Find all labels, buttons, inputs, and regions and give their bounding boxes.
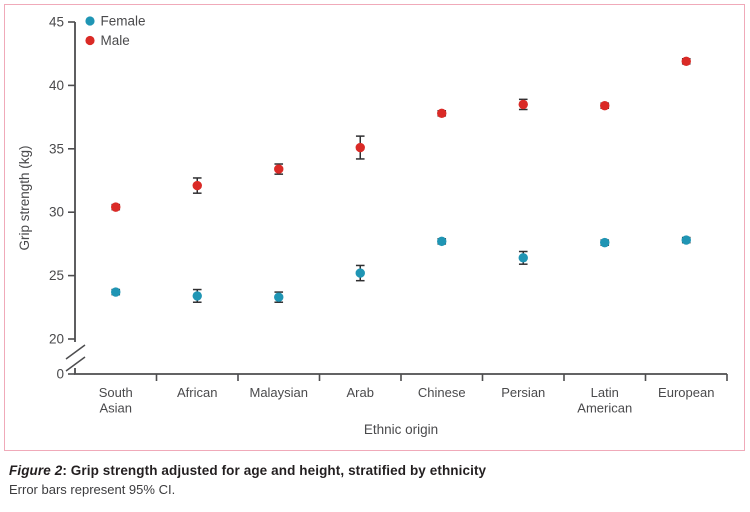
legend-dot-male (85, 35, 95, 46)
y-axis-break-mark (65, 344, 86, 360)
y-tick-label-20: 20 (49, 332, 64, 347)
data-point-male-malaysian (274, 164, 284, 174)
figure-caption-label: Figure 2 (9, 463, 63, 478)
data-point-male-african (192, 180, 202, 191)
x-category-label-chinese: Chinese (418, 385, 466, 400)
figure-caption: Figure 2: Grip strength adjusted for age… (9, 462, 729, 499)
figure-caption-note: Error bars represent 95% CI. (9, 481, 176, 497)
x-category-label-european: European (658, 385, 714, 400)
data-point-male-arab (355, 142, 365, 153)
legend (85, 16, 95, 46)
data-point-female-african (192, 291, 202, 301)
y-axis-title: Grip strength (kg) (17, 145, 32, 250)
y-axis-break-mark (65, 356, 86, 372)
data-point-male-chinese (437, 108, 447, 118)
x-category-label-south-asian: South (99, 385, 133, 400)
x-category-label-persian: Persian (501, 385, 545, 400)
y-tick-label-25: 25 (49, 268, 64, 283)
figure-caption-title-line: Figure 2: Grip strength adjusted for age… (9, 462, 729, 480)
data-point-female-chinese (437, 236, 447, 247)
data-point-female-malaysian (274, 292, 284, 302)
data-point-male-european (681, 56, 691, 67)
axis-lines (74, 22, 727, 375)
x-category-label-malaysian: Malaysian (249, 385, 308, 400)
y-tick-label-0: 0 (56, 367, 64, 382)
data-point-female-latin-american (600, 237, 610, 248)
x-category-label-african: African (177, 385, 217, 400)
x-category-label-arab: Arab (347, 385, 374, 400)
data-point-female-south-asian (111, 287, 121, 297)
y-tick-label-30: 30 (49, 205, 64, 220)
data-point-male-south-asian (111, 202, 121, 212)
x-category-label-latin-american: American (577, 401, 632, 416)
data-point-female-persian (518, 253, 528, 263)
x-category-label-south-asian: Asian (99, 401, 132, 416)
data-point-male-latin-american (600, 100, 610, 111)
data-point-male-persian (518, 99, 528, 110)
data-point-female-arab (355, 268, 365, 278)
y-tick-label-40: 40 (49, 78, 64, 93)
x-category-label-latin-american: Latin (591, 385, 619, 400)
y-tick-label-45: 45 (49, 15, 64, 30)
y-tick-label-35: 35 (49, 141, 64, 156)
legend-label-male: Male (101, 33, 130, 48)
figure-panel: 45 40 35 30 25 20 0 South Asian African Malaysian A… (4, 4, 745, 451)
legend-label-female: Female (101, 14, 146, 29)
data-point-female-european (681, 235, 691, 245)
figure-caption-text: : Grip strength adjusted for age and hei… (62, 463, 487, 478)
x-axis-title: Ethnic origin (364, 422, 438, 437)
legend-dot-female (85, 16, 95, 26)
